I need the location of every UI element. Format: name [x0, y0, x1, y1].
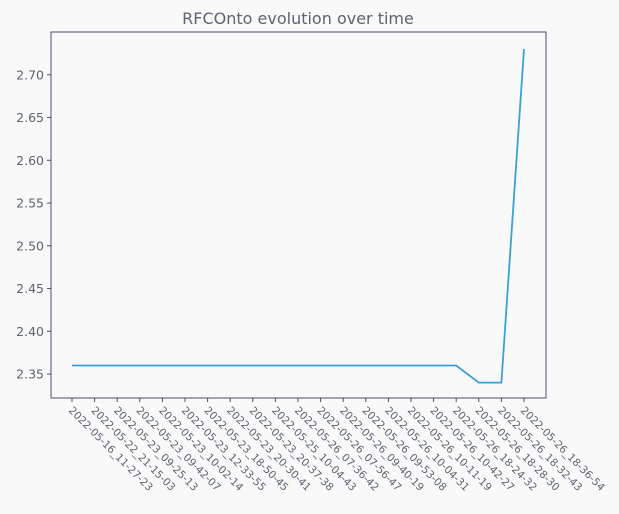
y-tick-label: 2.45: [16, 281, 44, 296]
y-tick-label: 2.70: [16, 67, 44, 82]
y-tick-label: 2.35: [16, 367, 44, 382]
y-tick-label: 2.60: [16, 153, 44, 168]
series-line: [72, 49, 525, 384]
plot-area: [50, 31, 547, 399]
y-tick-label: 2.50: [16, 238, 44, 253]
y-tick-label: 2.65: [16, 110, 44, 125]
x-axis: 2022-05-16_11-27-232022-05-22_21-15-0320…: [66, 398, 607, 494]
series-group: [72, 49, 525, 384]
y-tick-label: 2.55: [16, 196, 44, 211]
chart-title: RFCOnto evolution over time: [182, 9, 414, 28]
y-tick-label: 2.40: [16, 324, 44, 339]
y-axis: 2.35 2.40 2.45 2.50 2.55 2.60 2.65 2.70: [16, 67, 51, 382]
